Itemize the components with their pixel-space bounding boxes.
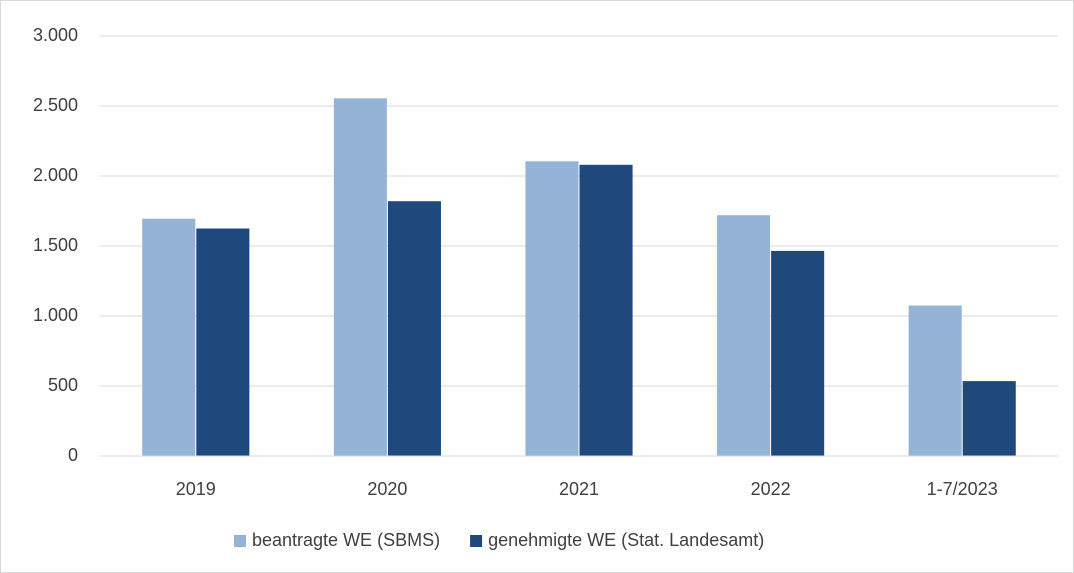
y-tick-label: 3.000 bbox=[33, 25, 78, 45]
x-tick-label: 1-7/2023 bbox=[927, 479, 998, 499]
x-tick-label: 2022 bbox=[751, 479, 791, 499]
y-tick-label: 2.500 bbox=[33, 95, 78, 115]
x-tick-label: 2021 bbox=[559, 479, 599, 499]
y-tick-label: 500 bbox=[48, 375, 78, 395]
bar bbox=[908, 305, 962, 456]
bar bbox=[579, 164, 633, 457]
y-tick-label: 0 bbox=[68, 445, 78, 465]
legend-swatch bbox=[234, 535, 246, 547]
x-tick-label: 2020 bbox=[367, 479, 407, 499]
bar bbox=[525, 161, 579, 457]
bar bbox=[962, 381, 1016, 456]
bar bbox=[333, 98, 387, 457]
bar bbox=[387, 201, 441, 456]
x-tick-label: 2019 bbox=[176, 479, 216, 499]
bar bbox=[771, 250, 825, 456]
y-tick-label: 1.000 bbox=[33, 305, 78, 325]
bar bbox=[142, 218, 196, 456]
legend-label: beantragte WE (SBMS) bbox=[252, 530, 440, 550]
y-tick-label: 2.000 bbox=[33, 165, 78, 185]
legend-swatch bbox=[470, 535, 483, 547]
legend-label: genehmigte WE (Stat. Landesamt) bbox=[488, 530, 764, 550]
bar bbox=[196, 228, 250, 456]
bar bbox=[717, 215, 771, 456]
y-tick-label: 1.500 bbox=[33, 235, 78, 255]
